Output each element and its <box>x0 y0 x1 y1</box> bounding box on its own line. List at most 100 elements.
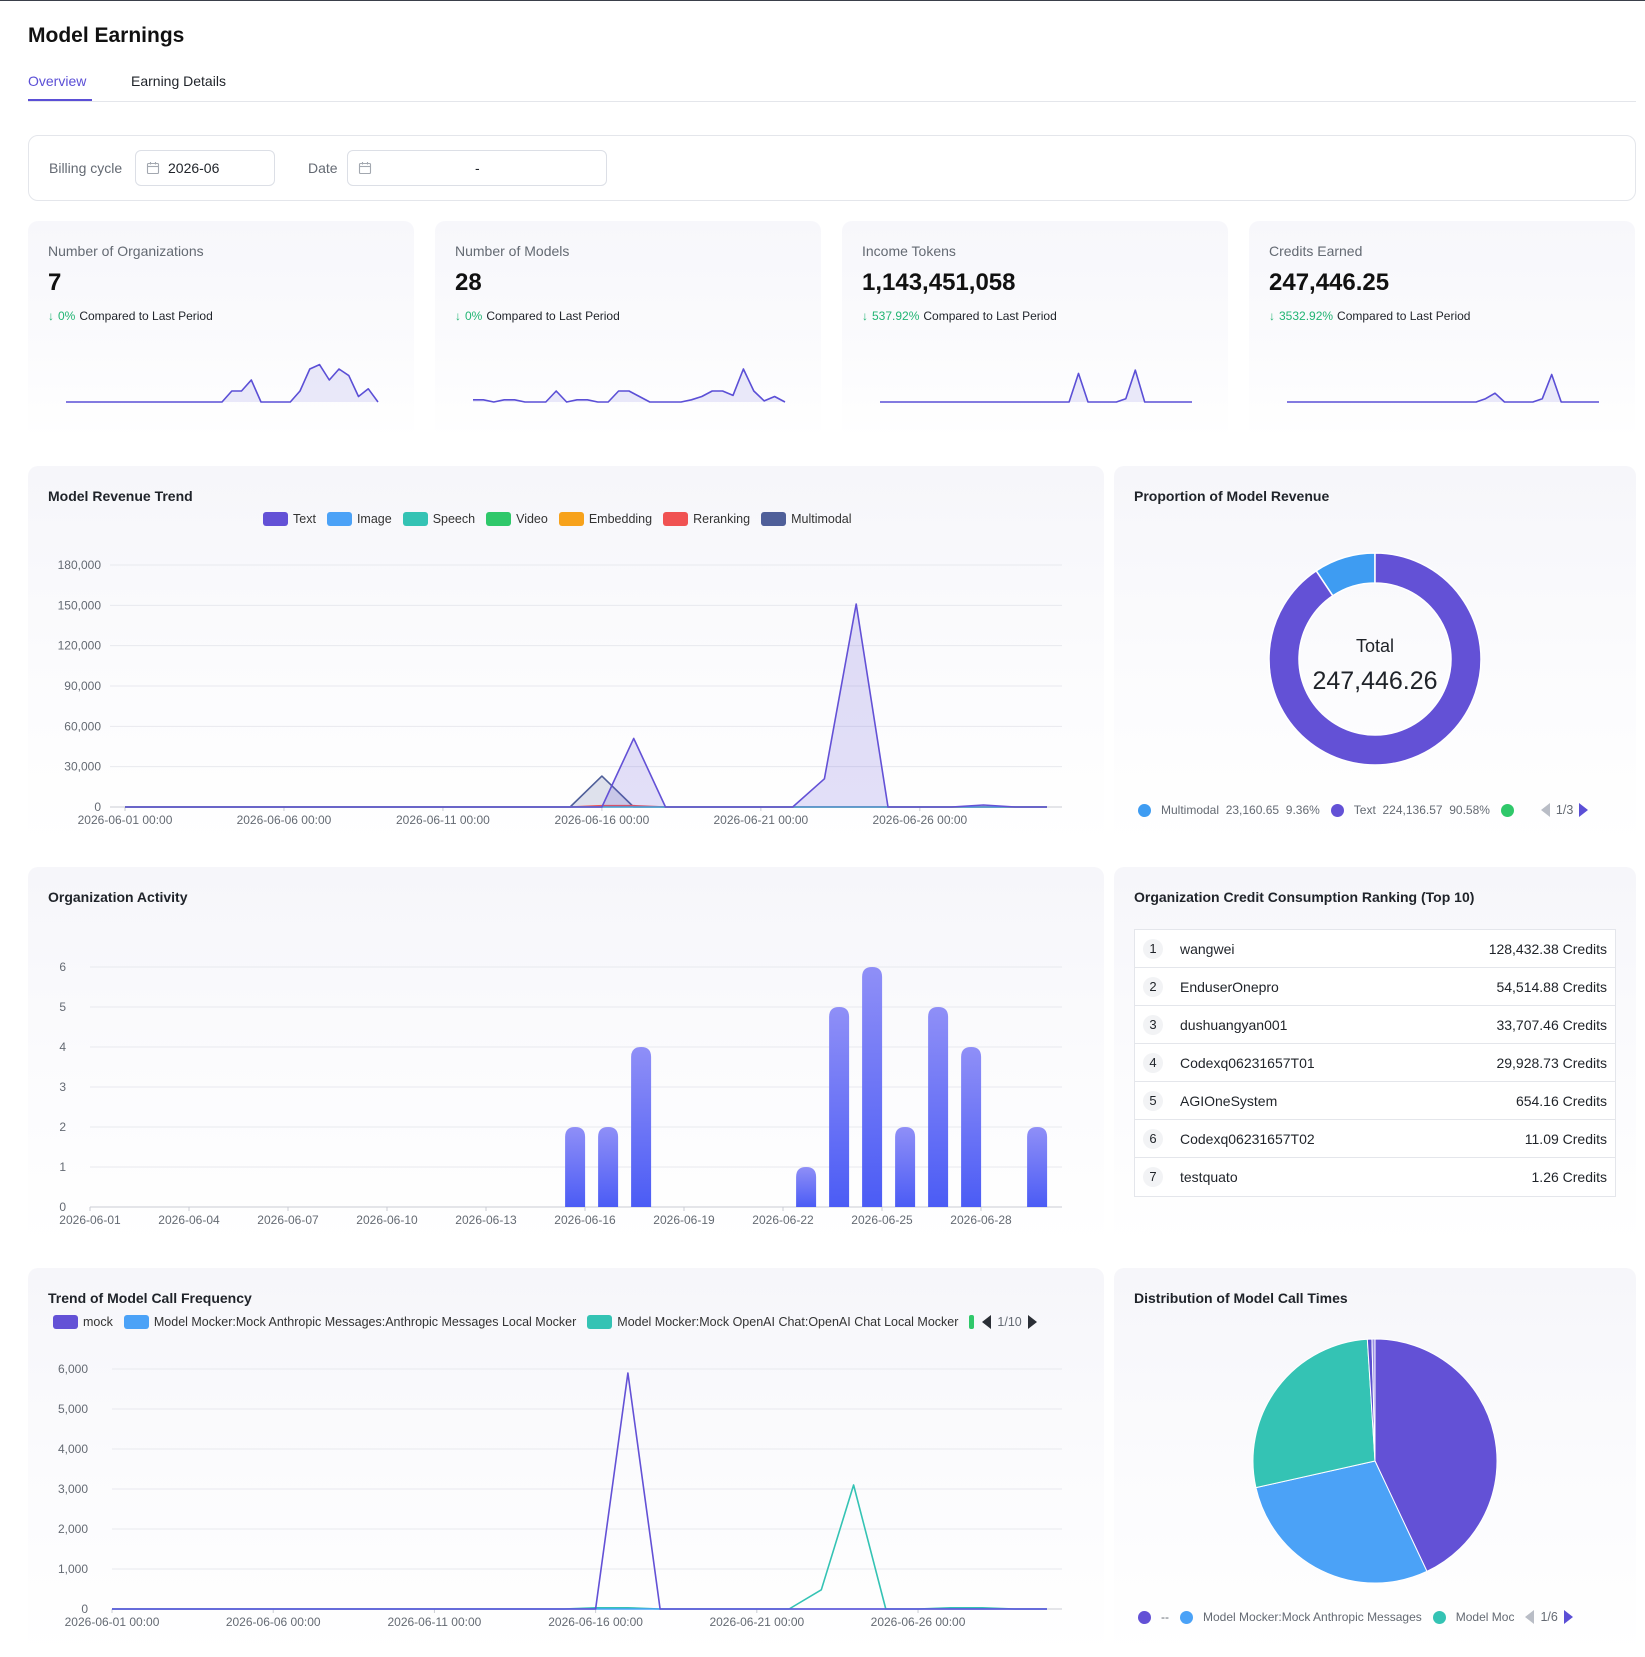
y-tick-label: 90,000 <box>64 679 101 693</box>
ranking-row[interactable]: 1 wangwei 128,432.38 Credits <box>1135 930 1615 968</box>
legend-item-reranking[interactable]: Reranking <box>663 512 750 526</box>
ranking-row[interactable]: 7 testquato 1.26 Credits <box>1135 1158 1615 1196</box>
legend-item[interactable]: Model Moc <box>1432 1610 1515 1624</box>
next-page-icon[interactable] <box>1563 1610 1573 1624</box>
legend-item-text[interactable]: Text <box>263 512 316 526</box>
ranking-row[interactable]: 4 Codexq06231657T01 29,928.73 Credits <box>1135 1044 1615 1082</box>
ranking-row[interactable]: 3 dushuangyan001 33,707.46 Credits <box>1135 1006 1615 1044</box>
pager-text: 1/3 <box>1555 803 1574 817</box>
legend-dot <box>1330 803 1344 817</box>
legend-item-multimodal[interactable]: Multimodal 23,160.65 9.36% <box>1138 803 1320 817</box>
activity-bar <box>565 1127 586 1207</box>
stat-label: Credits Earned <box>1269 243 1363 259</box>
legend-swatch <box>486 512 512 526</box>
sparkline-line <box>880 369 1192 403</box>
org-name: dushuangyan001 <box>1180 1017 1288 1033</box>
call-distribution-panel: Distribution of Model Call Times -- Mode… <box>1114 1268 1636 1657</box>
org-name: testquato <box>1180 1169 1238 1185</box>
next-page-icon[interactable] <box>1579 803 1589 817</box>
sparkline-area <box>473 369 785 402</box>
next-page-icon[interactable] <box>1027 1315 1037 1329</box>
stat-card-organizations: Number of Organizations 7 ↓ 0% Compared to… <box>28 221 414 439</box>
ranking-row[interactable]: 6 Codexq06231657T02 11.09 Credits <box>1135 1120 1615 1158</box>
legend-name: Model Mocker:Mock OpenAI Chat:OpenAI Cha… <box>617 1315 959 1329</box>
tab-overview[interactable]: Overview <box>28 73 87 89</box>
legend-swatch <box>53 1315 78 1329</box>
org-credits: 654.16 Credits <box>1515 1093 1607 1109</box>
legend-name: -- <box>1161 1610 1169 1624</box>
x-tick-label: 2026-06-01 <box>59 1213 121 1227</box>
panel-title: Organization Activity <box>48 889 188 905</box>
legend-item-truncated[interactable] <box>969 1315 975 1329</box>
y-tick-label: 2 <box>59 1120 66 1134</box>
prev-page-icon[interactable] <box>1525 1610 1535 1624</box>
x-tick-label: 2026-06-11 00:00 <box>396 813 490 827</box>
legend-item[interactable]: Model Mocker:Mock Anthropic Messages:Ant… <box>123 1315 576 1329</box>
date-range-picker[interactable]: - <box>347 150 607 186</box>
legend-item-image[interactable]: Image <box>326 512 392 526</box>
legend-name: Multimodal <box>1161 803 1220 817</box>
org-name: Codexq06231657T02 <box>1180 1131 1315 1147</box>
ranking-row[interactable]: 2 EnduserOnepro 54,514.88 Credits <box>1135 968 1615 1006</box>
org-credits: 128,432.38 Credits <box>1488 941 1607 957</box>
ranking-row[interactable]: 5 AGIOneSystem 654.16 Credits <box>1135 1082 1615 1120</box>
legend-item[interactable]: Model Mocker:Mock OpenAI Chat:OpenAI Cha… <box>587 1315 958 1329</box>
billing-cycle-picker[interactable]: 2026-06 <box>135 150 275 186</box>
stat-label: Number of Models <box>455 243 570 259</box>
legend-item[interactable]: Model Mocker:Mock Anthropic Messages <box>1180 1610 1422 1624</box>
legend-item-video[interactable]: Video <box>486 512 548 526</box>
legend-pager: 1/10 <box>982 1315 1037 1329</box>
legend-dot <box>1138 803 1151 817</box>
legend-dot <box>1138 1610 1151 1624</box>
legend-item-speech[interactable]: Speech <box>402 512 476 526</box>
activity-bar <box>961 1047 982 1207</box>
y-tick-label: 30,000 <box>64 760 101 774</box>
call-frequency-legend: mock Model Mocker:Mock Anthropic Message… <box>53 1315 1037 1329</box>
legend-item[interactable]: mock <box>53 1315 113 1329</box>
legend-name: Model Moc <box>1455 1610 1515 1624</box>
models-sparkline <box>473 368 786 403</box>
org-name: wangwei <box>1180 941 1235 957</box>
donut-slice-text <box>1268 552 1482 766</box>
y-tick-label: 6 <box>59 960 66 974</box>
stat-label: Number of Organizations <box>48 243 204 259</box>
legend-name: Model Mocker:Mock Anthropic Messages <box>1203 1610 1422 1624</box>
date-label: Date <box>308 160 338 176</box>
legend-item-multimodal[interactable]: Multimodal <box>761 512 852 526</box>
sparkline-area <box>880 370 1192 402</box>
x-tick-label: 2026-06-25 <box>851 1213 913 1227</box>
compare-text: Compared to Last Period <box>79 309 213 323</box>
rank-number: 1 <box>1143 939 1163 959</box>
tab-bar: Overview Earning Details <box>28 72 1636 102</box>
down-arrow-icon: ↓ <box>1269 309 1275 323</box>
active-tab-indicator <box>28 99 92 101</box>
x-tick-label: 2026-06-21 00:00 <box>713 813 808 827</box>
org-name: EnduserOnepro <box>1180 979 1279 995</box>
legend-name: Reranking <box>693 512 751 526</box>
call-frequency-chart: 0 1,000 2,000 3,000 4,000 5,000 6,000 2026-06-0… <box>58 1362 1062 1629</box>
compare-text: Compared to Last Period <box>1337 309 1471 323</box>
legend-item-embedding[interactable]: Embedding <box>558 512 652 526</box>
legend-name: Speech <box>432 512 476 526</box>
org-name: AGIOneSystem <box>1180 1093 1278 1109</box>
organizations-sparkline <box>66 363 379 403</box>
activity-bar <box>829 1007 850 1207</box>
legend-dot <box>1180 1610 1193 1624</box>
series-area-multimodal <box>125 776 1047 807</box>
legend-swatch <box>123 1315 149 1329</box>
prev-page-icon[interactable] <box>1540 803 1550 817</box>
legend-swatch <box>663 512 689 526</box>
legend-name: Text <box>1353 803 1376 817</box>
legend-item[interactable]: -- <box>1138 1610 1169 1624</box>
legend-item-truncated[interactable] <box>1500 803 1530 817</box>
tab-earning-details[interactable]: Earning Details <box>131 73 226 89</box>
prev-page-icon[interactable] <box>982 1315 992 1329</box>
rank-number: 5 <box>1143 1091 1163 1111</box>
legend-item-text[interactable]: Text 224,136.57 90.58% <box>1330 803 1490 817</box>
billing-cycle-label: Billing cycle <box>49 160 123 176</box>
legend-percent: 9.36% <box>1285 803 1320 817</box>
organization-activity-panel: Organization Activity 0 1 2 3 4 5 6 2026-06-01 2… <box>28 867 1104 1247</box>
series-line <box>112 1484 1047 1610</box>
legend-swatch <box>558 512 584 526</box>
x-tick-label: 2026-06-16 <box>554 1213 616 1227</box>
